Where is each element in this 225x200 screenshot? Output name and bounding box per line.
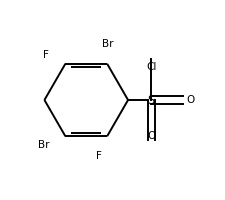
Text: F: F — [96, 151, 102, 161]
Text: F: F — [43, 50, 49, 60]
Text: Br: Br — [38, 140, 49, 150]
Text: S: S — [148, 94, 155, 106]
Text: Br: Br — [102, 39, 113, 49]
Text: Cl: Cl — [146, 62, 157, 72]
Text: O: O — [147, 131, 155, 141]
Text: O: O — [186, 95, 195, 105]
